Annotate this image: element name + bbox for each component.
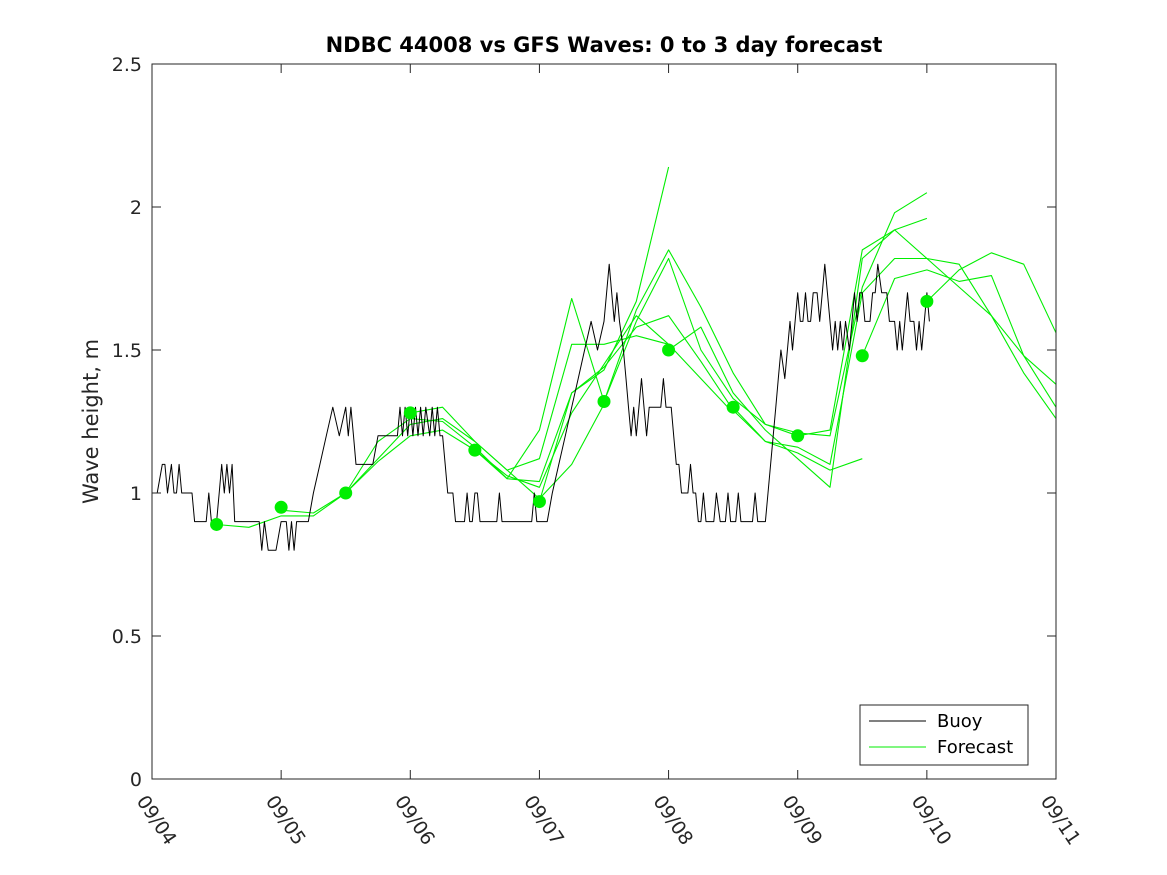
y-tick-label: 2 [130, 197, 142, 219]
y-axis: 0 0.5 1 1.5 2 2.5 [112, 54, 1056, 791]
analysis-marker [210, 517, 224, 531]
y-axis-label: Wave height, m [79, 339, 103, 504]
forecast-line-10 [797, 229, 1057, 437]
analysis-marker [855, 349, 869, 363]
analysis-marker [274, 500, 288, 514]
axes-frame [151, 63, 1057, 780]
forecast-line-12 [926, 252, 1057, 334]
legend-label-forecast: Forecast [937, 737, 1013, 758]
plot-area [151, 63, 1057, 780]
analysis-marker [726, 400, 740, 414]
analysis-marker [403, 406, 417, 420]
analysis-marker [597, 394, 611, 408]
y-tick-label: 1 [130, 483, 142, 505]
legend-box [859, 704, 1029, 766]
forecast-line-6 [538, 315, 863, 502]
analysis-marker [339, 486, 353, 500]
analysis-marker [920, 294, 934, 308]
forecast-line-11 [861, 269, 1057, 385]
forecast-line-7 [603, 192, 928, 437]
buoy-line [152, 263, 930, 551]
forecast-line-9 [732, 257, 1057, 465]
analysis-marker [791, 429, 805, 443]
legend: Buoy Forecast [859, 704, 1029, 766]
y-tick-label: 1.5 [112, 340, 142, 362]
analysis-marker [662, 343, 676, 357]
forecast-line-4 [410, 335, 734, 471]
buoy-series [152, 263, 930, 551]
analysis-markers [210, 294, 934, 531]
plot-background [152, 64, 1056, 779]
forecast-line-8 [668, 217, 928, 488]
analysis-marker [468, 443, 482, 457]
chart-title: NDBC 44008 vs GFS Waves: 0 to 3 day fore… [326, 33, 883, 57]
legend-label-buoy: Buoy [937, 711, 983, 732]
y-tick-label: 2.5 [112, 54, 142, 76]
analysis-marker [532, 495, 546, 509]
y-tick-label: 0 [130, 769, 142, 791]
forecast-line-5 [474, 257, 798, 480]
y-tick-label: 0.5 [112, 626, 142, 648]
